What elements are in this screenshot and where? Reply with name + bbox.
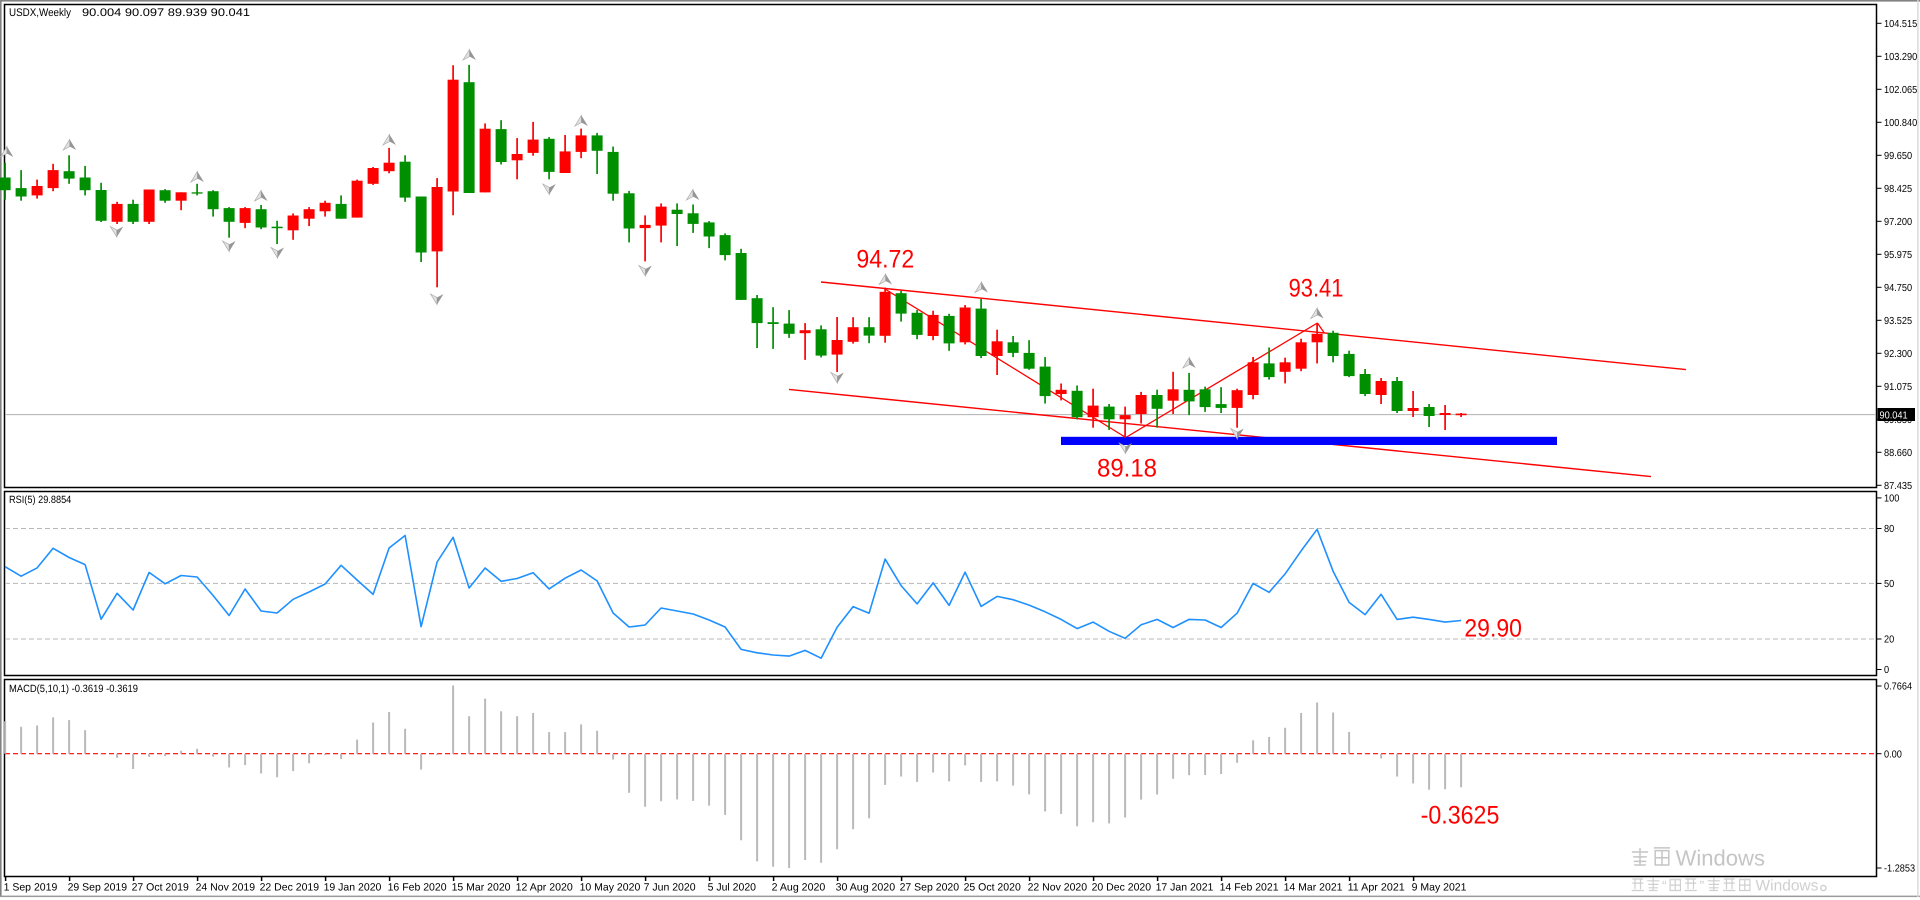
svg-text:98.425: 98.425 [1884, 184, 1912, 195]
svg-text:20: 20 [1884, 635, 1894, 646]
svg-text:16 Feb 2020: 16 Feb 2020 [388, 882, 447, 894]
svg-text:24 Nov 2019: 24 Nov 2019 [196, 882, 256, 894]
svg-text:5 Jul 2020: 5 Jul 2020 [708, 882, 757, 894]
svg-text:88.660: 88.660 [1884, 448, 1912, 459]
svg-text:MACD(5,10,1) -0.3619 -0.3619: MACD(5,10,1) -0.3619 -0.3619 [9, 683, 138, 695]
svg-text:9 May 2021: 9 May 2021 [1412, 882, 1467, 894]
svg-text:11 Apr 2021: 11 Apr 2021 [1348, 882, 1405, 894]
svg-text:0.00: 0.00 [1884, 749, 1902, 760]
svg-text:RSI(5) 29.8854: RSI(5) 29.8854 [9, 494, 71, 506]
svg-text:1 Sep 2019: 1 Sep 2019 [4, 882, 58, 894]
svg-text:15 Mar 2020: 15 Mar 2020 [452, 882, 511, 894]
svg-text:97.200: 97.200 [1884, 217, 1912, 228]
svg-text:90.004 90.097 89.939 90.041: 90.004 90.097 89.939 90.041 [82, 7, 250, 19]
svg-text:99.650: 99.650 [1884, 151, 1912, 162]
svg-text:103.290: 103.290 [1884, 52, 1917, 63]
svg-text:17 Jan 2021: 17 Jan 2021 [1156, 882, 1214, 894]
svg-text:-1.2853: -1.2853 [1884, 864, 1915, 875]
svg-text:2 Aug 2020: 2 Aug 2020 [772, 882, 826, 894]
svg-text:22 Dec 2019: 22 Dec 2019 [260, 882, 320, 894]
svg-text:94.750: 94.750 [1884, 283, 1912, 294]
svg-text:27 Oct 2019: 27 Oct 2019 [132, 882, 189, 894]
svg-text:20 Dec 2020: 20 Dec 2020 [1092, 882, 1152, 894]
svg-text:Windows: Windows [1676, 845, 1766, 870]
svg-text:100.840: 100.840 [1884, 118, 1917, 129]
svg-text:19 Jan 2020: 19 Jan 2020 [324, 882, 382, 894]
svg-text:27 Sep 2020: 27 Sep 2020 [900, 882, 960, 894]
svg-text:30 Aug 2020: 30 Aug 2020 [836, 882, 896, 894]
svg-text:7 Jun 2020: 7 Jun 2020 [644, 882, 696, 894]
svg-text:29.90: 29.90 [1464, 615, 1522, 643]
svg-text:89.18: 89.18 [1097, 455, 1157, 483]
svg-text:10 May 2020: 10 May 2020 [580, 882, 641, 894]
svg-text:87.435: 87.435 [1884, 481, 1912, 492]
svg-text:0.7664: 0.7664 [1884, 682, 1912, 693]
svg-text:102.065: 102.065 [1884, 85, 1917, 96]
svg-text:92.300: 92.300 [1884, 349, 1912, 360]
svg-text:95.975: 95.975 [1884, 250, 1912, 261]
svg-text:93.525: 93.525 [1884, 316, 1912, 327]
svg-text:12 Apr 2020: 12 Apr 2020 [516, 882, 573, 894]
svg-text:Windows: Windows [1756, 878, 1819, 895]
svg-text:94.72: 94.72 [856, 246, 914, 274]
svg-text:14 Feb 2021: 14 Feb 2021 [1220, 882, 1279, 894]
svg-text:80: 80 [1884, 524, 1894, 535]
svg-text:100: 100 [1884, 494, 1900, 505]
svg-text:14 Mar 2021: 14 Mar 2021 [1284, 882, 1343, 894]
svg-text:”: ” [1700, 878, 1705, 894]
svg-text:93.41: 93.41 [1289, 275, 1344, 303]
svg-text:91.075: 91.075 [1884, 382, 1912, 393]
svg-text:0: 0 [1884, 665, 1889, 676]
svg-text:29 Sep 2019: 29 Sep 2019 [68, 882, 128, 894]
svg-text:104.515: 104.515 [1884, 19, 1917, 30]
svg-text:90.041: 90.041 [1880, 410, 1908, 421]
svg-text:22 Nov 2020: 22 Nov 2020 [1028, 882, 1088, 894]
svg-text:25 Oct 2020: 25 Oct 2020 [964, 882, 1021, 894]
svg-text:50: 50 [1884, 579, 1894, 590]
svg-text:-0.3625: -0.3625 [1421, 801, 1500, 829]
svg-text:“: “ [1662, 878, 1667, 894]
svg-text:USDX,Weekly: USDX,Weekly [9, 7, 71, 19]
